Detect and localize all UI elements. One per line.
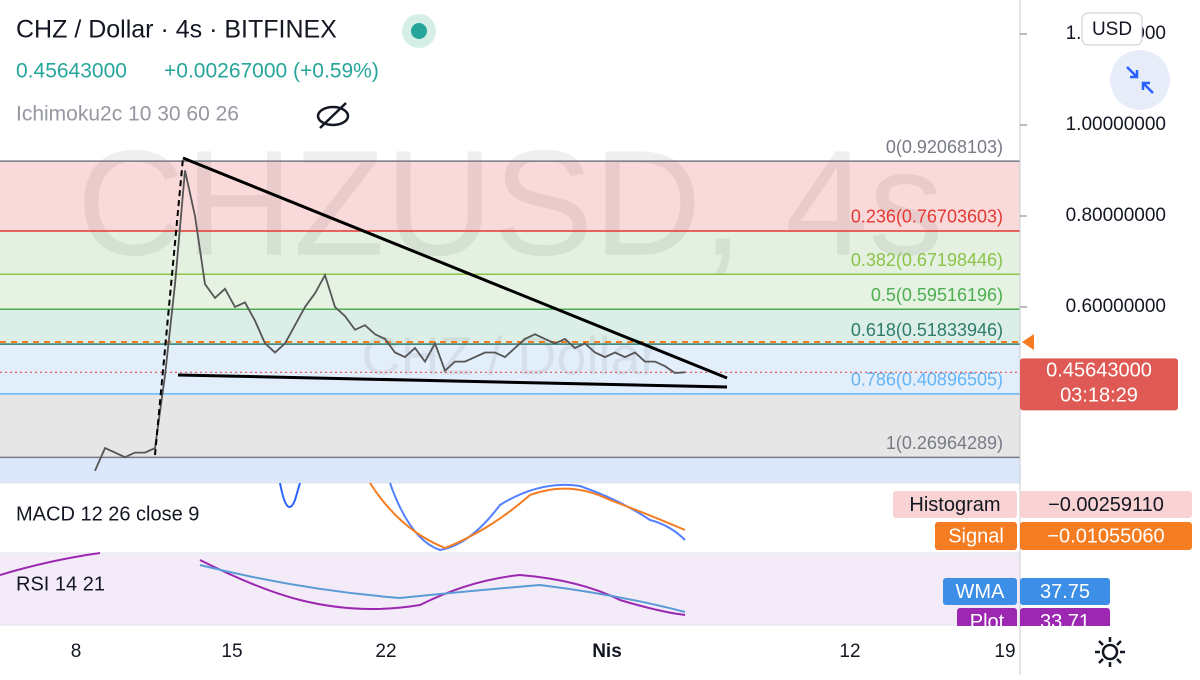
histogram-name: Histogram [909, 494, 1000, 516]
y-tick-label: 0.80000000 [1066, 205, 1166, 226]
currency-badge[interactable] [1081, 12, 1143, 46]
trend-line [182, 156, 728, 380]
trend-line [177, 373, 728, 389]
currency[interactable]: USD [1092, 19, 1132, 40]
rsi-label: RSI 14 21 [16, 573, 105, 595]
scale-icon [1126, 66, 1154, 94]
watermark: CHZUSD, 4s [77, 119, 944, 287]
signal-name-bg [935, 522, 1017, 550]
last-price: 0.45643000 [1046, 360, 1152, 382]
fib-label: 0(0.92068103) [886, 137, 1003, 157]
scale-button[interactable] [1110, 50, 1170, 110]
wma-name-bg [943, 578, 1017, 605]
signal-name: Signal [948, 525, 1004, 547]
x-tick-label: 12 [839, 641, 860, 662]
axis-bottom-cover [940, 626, 1200, 638]
settings-icon[interactable] [1095, 637, 1125, 667]
fib-label: 0.5(0.59516196) [871, 285, 1003, 305]
last-price-bg [1020, 358, 1178, 411]
badges: 0.45643000 03:18:29 Histogram −0.00259110 Si… [893, 358, 1200, 675]
trend-lines [154, 156, 728, 456]
x-tick-label: 22 [375, 641, 396, 662]
alert-marker [1022, 334, 1034, 351]
x-tick-label: Nis [592, 641, 622, 662]
fib-label: 0.618(0.51833946) [851, 320, 1003, 340]
fib-zone [0, 161, 1020, 231]
countdown: 03:18:29 [1060, 385, 1138, 407]
price-axis-bg [1020, 0, 1200, 625]
signal-value-bg [1020, 522, 1192, 550]
price-line [94, 170, 686, 472]
y-tick-label: 0.60000000 [1066, 296, 1166, 317]
rsi-wma-line [199, 564, 686, 613]
wma-value: 37.75 [1040, 581, 1090, 603]
watermark-name: CHZ / Dollar [361, 326, 658, 386]
histogram-name-bg [893, 491, 1017, 518]
fib-label: 0.382(0.67198446) [851, 250, 1003, 270]
symbol-title[interactable]: CHZ / Dollar · 4s · BITFINEX [16, 16, 337, 44]
wma-name: WMA [956, 581, 1006, 603]
y-tick-label: 1.00000000 [1066, 114, 1166, 135]
histogram-value: −0.00259110 [1048, 494, 1164, 516]
histogram-value-bg [1020, 491, 1192, 518]
fib-label: 1(0.26964289) [886, 433, 1003, 453]
signal-value: −0.01055060 [1047, 525, 1164, 547]
header-change: +0.00267000 (+0.59%) [164, 60, 379, 83]
fib-zone [0, 457, 1020, 483]
fib-label: 0.786(0.40896505) [851, 370, 1003, 390]
indicator-label[interactable]: Ichimoku2c 10 30 60 26 [16, 103, 239, 126]
rsi-bg [0, 553, 1020, 625]
time-axis: 8 15 22 Nis 12 19 [71, 641, 1016, 662]
x-tick-label: 15 [221, 641, 242, 662]
fib-zone [0, 393, 1020, 458]
main-pane: 0(0.92068103) 0.236(0.76703603) 0.382(0.67… [0, 137, 1020, 472]
macd-pane [279, 482, 686, 552]
fib-zone [0, 230, 1020, 275]
x-tick-label: 8 [71, 641, 82, 662]
x-tick-label: 19 [994, 641, 1015, 662]
fib-label: 0.236(0.76703603) [851, 207, 1003, 227]
hide-icon[interactable] [316, 102, 350, 129]
rsi-line [0, 552, 686, 616]
status-dot [411, 23, 427, 39]
header-price: 0.45643000 [16, 60, 127, 83]
wma-value-bg [1020, 578, 1110, 605]
fib-zones [0, 161, 1020, 483]
macd-label: MACD 12 26 close 9 [16, 503, 199, 525]
